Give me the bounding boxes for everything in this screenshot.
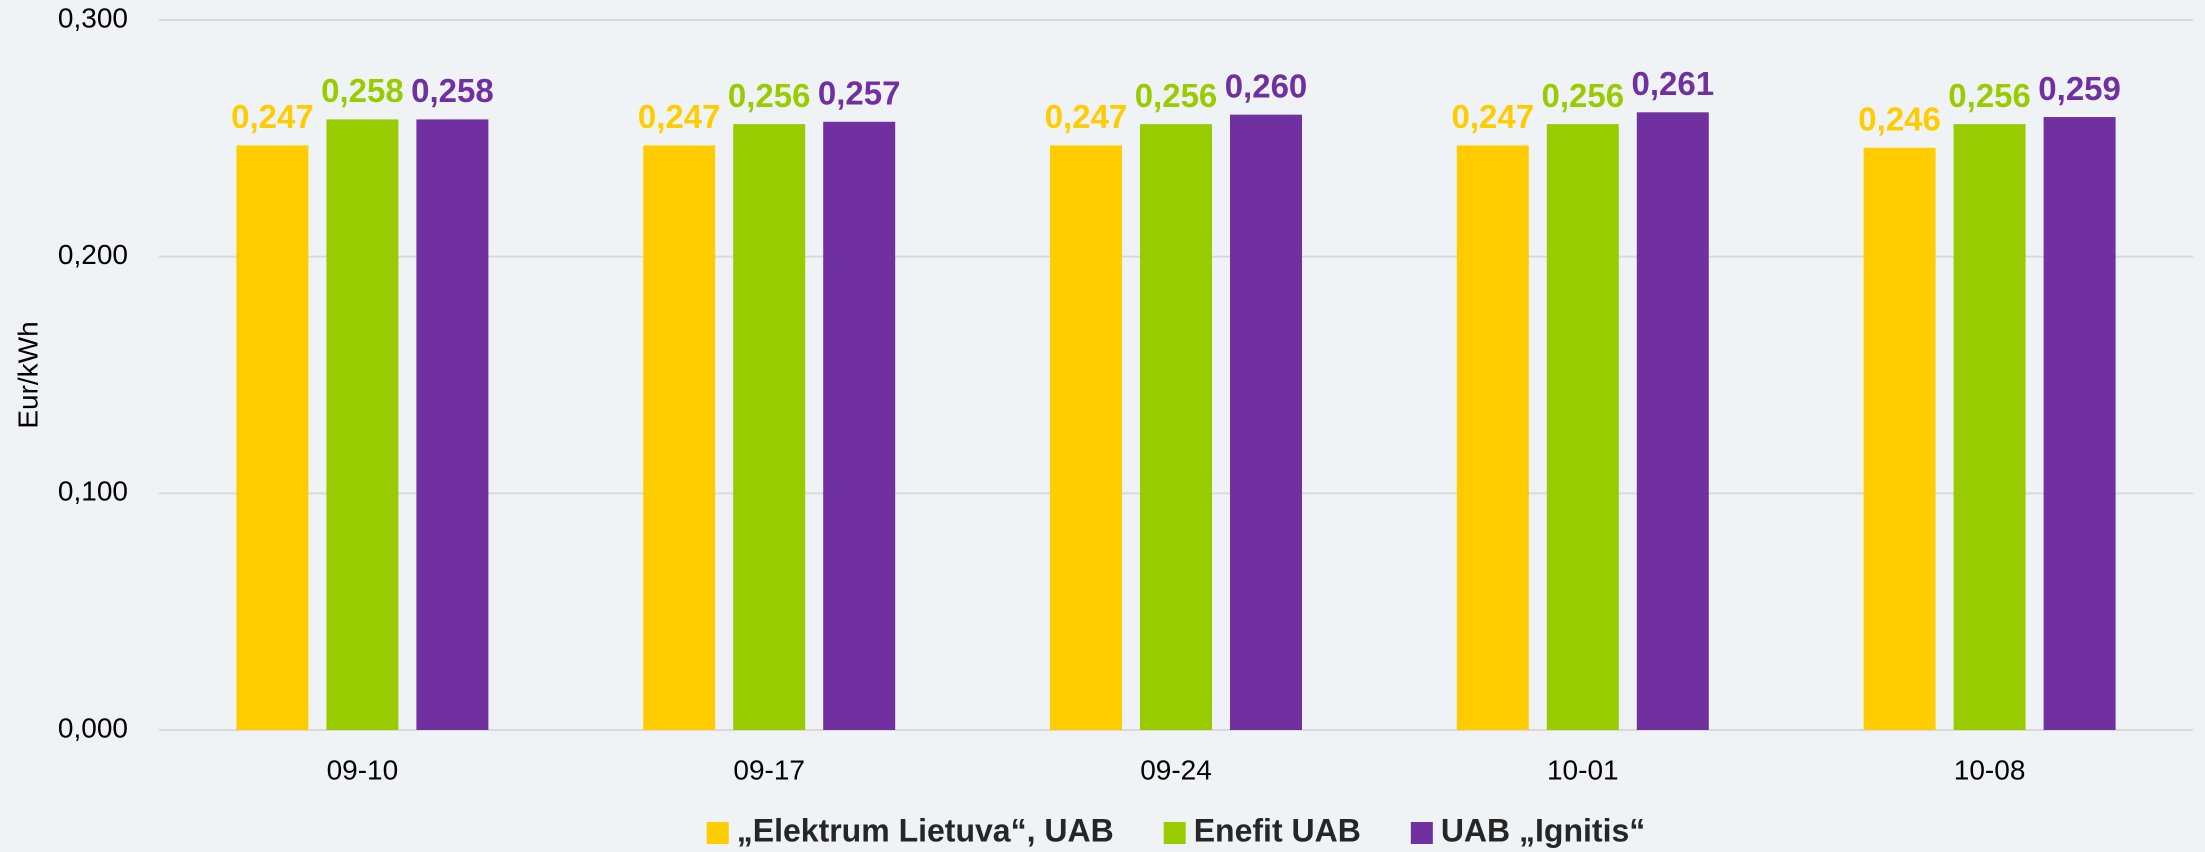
y-tick-label: 0,100 [58,476,128,507]
data-label: 0,247 [638,98,721,135]
data-label: 0,258 [321,72,404,109]
bar [1546,124,1619,731]
y-tick-label: 0,300 [58,2,128,33]
data-label: 0,256 [1542,77,1625,114]
data-label: 0,256 [1135,77,1218,114]
bar [733,124,806,731]
bar [1953,124,2026,731]
bar [416,119,489,730]
bar [326,119,399,730]
bar [823,121,896,731]
legend-swatch [706,822,729,844]
legend-swatch [1163,822,1186,844]
bar [1050,145,1122,730]
x-tick-label: 09-24 [1140,754,1212,785]
bar [236,145,309,730]
y-tick-label: 0,000 [58,712,128,743]
data-label: 0,260 [1225,67,1308,104]
data-label: 0,256 [728,77,811,114]
x-tick-label: 09-10 [327,754,399,785]
data-label: 0,257 [818,74,901,111]
bar [643,145,716,730]
bar [1863,147,1936,731]
legend-label: Enefit UAB [1194,812,1361,848]
bar [1456,145,1529,730]
y-tick-label: 0,200 [58,239,128,270]
data-label: 0,246 [1858,101,1941,138]
bar [1230,114,1302,730]
data-label: 0,247 [1045,98,1128,135]
legend-label: „Elektrum Lietuva“, UAB [737,812,1114,848]
data-label: 0,261 [1632,65,1715,102]
data-label: 0,247 [231,98,314,135]
data-label: 0,256 [1948,77,2031,114]
bar [1140,124,1212,731]
legend-label: UAB „Ignitis“ [1441,812,1645,848]
x-tick-label: 10-01 [1547,754,1619,785]
x-tick-label: 10-08 [1954,754,2026,785]
bar [2043,117,2116,731]
data-label: 0,258 [411,72,494,109]
bar [1636,112,1709,731]
data-label: 0,247 [1452,98,1535,135]
y-axis-label: Eur/kWh [12,321,43,428]
x-tick-label: 09-17 [733,754,805,785]
legend-swatch [1410,822,1433,844]
data-label: 0,259 [2038,70,2121,107]
